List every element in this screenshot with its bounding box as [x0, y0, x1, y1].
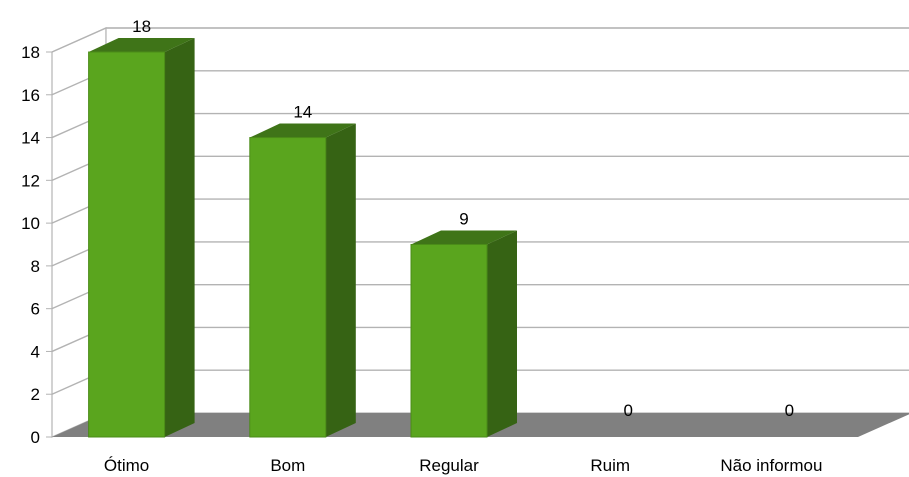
y-tick-label: 4 [31, 342, 40, 361]
y-tick-label: 6 [31, 300, 40, 319]
gridline [51, 27, 909, 53]
bar-top [88, 38, 195, 52]
bar [410, 230, 517, 438]
bar-front [410, 244, 488, 438]
data-labels: 18 14 9 0 0 [132, 17, 794, 420]
x-category-label: Não informou [720, 456, 822, 475]
bar-top [249, 123, 356, 138]
y-tick-label: 10 [21, 214, 40, 233]
y-tick-label: 0 [31, 428, 40, 447]
y-tick-label: 8 [31, 257, 40, 276]
data-label: 18 [132, 17, 151, 36]
bar-side [325, 123, 356, 438]
x-category-label: Regular [419, 456, 479, 475]
bar-front [249, 137, 327, 438]
bar [88, 38, 195, 438]
x-axis: Ótimo Bom Regular Ruim Não informou [104, 456, 823, 475]
bar [249, 123, 356, 438]
data-label: 9 [459, 210, 468, 229]
y-tick-label: 18 [21, 43, 40, 62]
bar-front [88, 51, 166, 438]
y-tick-label: 16 [21, 86, 40, 105]
bars [88, 38, 517, 438]
x-category-label: Ruim [590, 456, 630, 475]
y-tick-label: 12 [21, 171, 40, 190]
y-axis: 0 2 4 6 8 10 12 14 16 18 [21, 43, 52, 447]
bar-side [487, 230, 517, 437]
data-label: 14 [293, 103, 312, 122]
x-category-label: Bom [270, 456, 305, 475]
data-label: 0 [785, 401, 794, 420]
y-tick-label: 2 [31, 385, 40, 404]
y-tick-label: 14 [21, 129, 40, 148]
bar-side [164, 38, 195, 437]
x-category-label: Ótimo [104, 456, 149, 475]
bar-top [411, 230, 517, 245]
data-label: 0 [623, 401, 632, 420]
